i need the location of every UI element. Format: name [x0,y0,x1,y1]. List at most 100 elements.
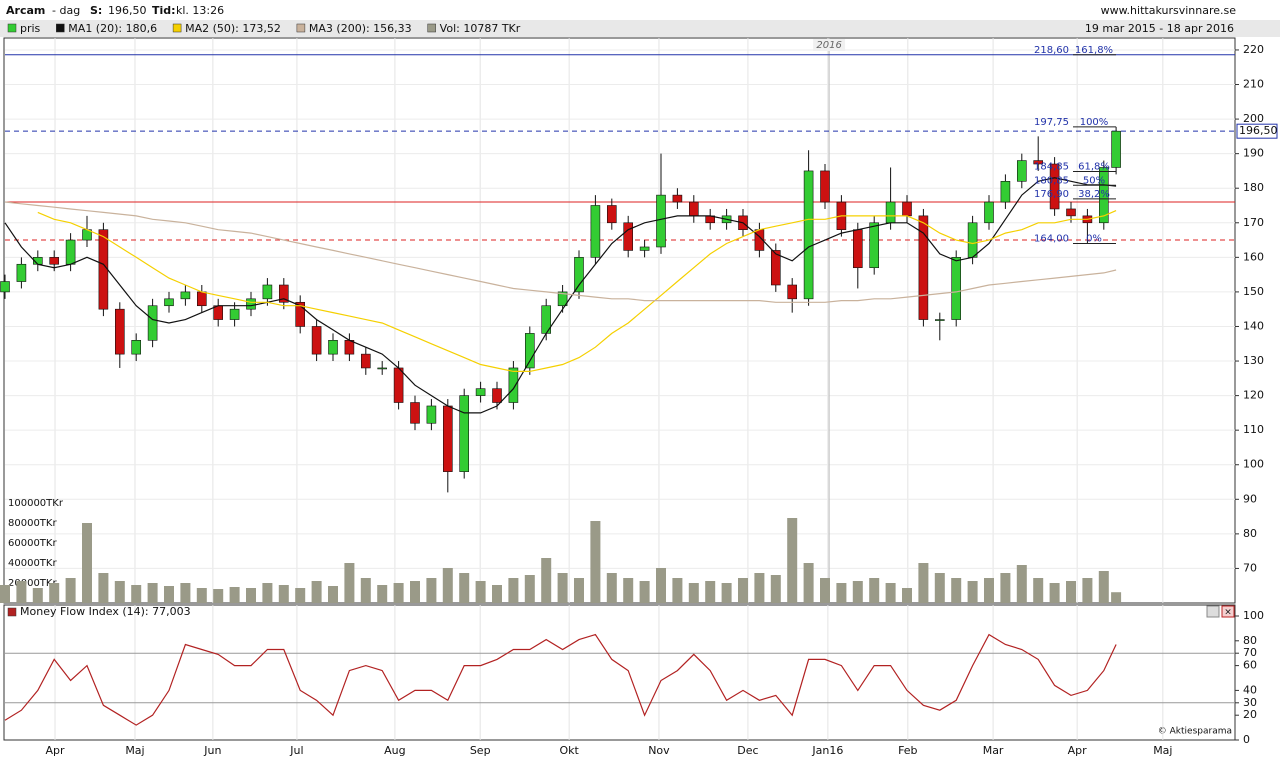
candle-body [1049,163,1060,210]
y-tick-label: 220 [1243,43,1264,56]
volume-bar [688,583,699,603]
candle-body [328,340,338,355]
x-tick-label: Jun [203,744,221,757]
candle-body [442,405,453,472]
fib-pct: 161,8% [1075,45,1113,56]
volume-bar [164,586,174,603]
y-tick-label: 20000TKr [8,578,57,589]
fib-pct: 0% [1086,234,1102,245]
candle-body [934,319,945,321]
volume-bar [311,581,322,603]
legend-label: MA2 (50): 173,52 [185,22,281,35]
volume-bar [623,578,634,603]
y-tick-label: 160 [1243,250,1264,263]
legend-swatch [427,23,436,33]
y-tick-label: 40000TKr [8,558,57,569]
stock-name: Arcam [6,4,45,17]
y-tick-label: 90 [1243,492,1257,505]
x-tick-label: Apr [46,744,66,757]
x-tick-label: Maj [125,744,144,757]
x-tick-label: Aug [384,744,405,757]
y-tick-label: 60000TKr [8,538,57,549]
volume-bar [869,578,880,603]
time: kl. 13:26 [176,4,224,17]
volume-bar [360,578,371,603]
price-panel [3,37,1236,604]
volume-bar [951,578,962,603]
volume-bar [492,585,502,603]
legend-label: pris [20,22,41,35]
candle-body [1033,160,1043,165]
legend-label: MA3 (200): 156,33 [309,22,412,35]
candle-body [377,367,388,370]
candle-body [197,291,207,307]
volume-bar [16,581,27,603]
volume-bar [1000,573,1011,603]
fib-value: 164,00 [1034,234,1069,245]
volume-bar [672,578,683,603]
candle-body [475,388,486,396]
candle-body [459,395,470,472]
candle-body [803,170,814,300]
candle-body [1016,160,1027,182]
candle-body [656,194,666,248]
y-tick-label: 190 [1243,147,1264,160]
y-tick-label: 200 [1243,112,1264,125]
fib-value: 184,85 [1034,161,1069,172]
y-tick-label: 150 [1243,285,1264,298]
volume-bar [475,581,486,603]
candle-body [131,340,141,355]
volume-bar [902,588,912,603]
volume-bar [344,563,355,603]
volume-bar [606,573,617,603]
volume-bar [1082,578,1093,603]
volume-bar [410,581,420,603]
fib-pct: 38,2% [1078,189,1110,200]
candle-body [1111,130,1121,168]
y-tick-label: 110 [1243,423,1264,436]
volume-bar [1016,565,1027,603]
candle-body [606,205,617,224]
candle-body [1000,180,1011,203]
period: - dag [52,4,80,17]
volume-bar [918,563,929,603]
volume-bar [984,578,994,603]
y-tick-label: 210 [1243,78,1264,91]
y-tick-label: 100 [1243,458,1264,471]
fib-value: 176,90 [1034,189,1069,200]
volume-bar [49,583,60,603]
y-tick-label: 120 [1243,389,1264,402]
volume-bar [246,588,256,603]
x-tick-label: Dec [737,744,758,757]
volume-bar [590,521,601,603]
candle-body [770,250,781,286]
y-tick-label: 100 [1243,609,1264,622]
x-tick-label: Jul [289,744,303,757]
candle-body [115,308,125,355]
candle-body [426,405,437,424]
volume-bar [393,583,404,603]
candle-body [246,298,256,310]
volume-bar [721,583,732,603]
candle-body [492,388,502,403]
volume-bar [82,523,92,603]
volume-bar [196,588,207,603]
candle-body [524,333,535,369]
candle-body [180,291,191,300]
settings-icon[interactable] [1206,605,1220,618]
volume-bar [180,583,191,603]
candle-body [410,402,420,424]
y-tick-label: 80 [1243,527,1257,540]
candle-body [787,284,798,300]
candle-body [393,367,404,403]
candle-body [0,281,10,293]
volume-bar [1066,581,1076,603]
moving-average [37,210,1117,372]
legend-label: MA1 (20): 180,6 [68,22,157,35]
volume-bar [934,573,945,603]
volume-bar [705,581,716,603]
close-icon[interactable] [1221,605,1235,618]
candle-body [1066,208,1076,217]
fib-value: 197,75 [1034,117,1069,128]
